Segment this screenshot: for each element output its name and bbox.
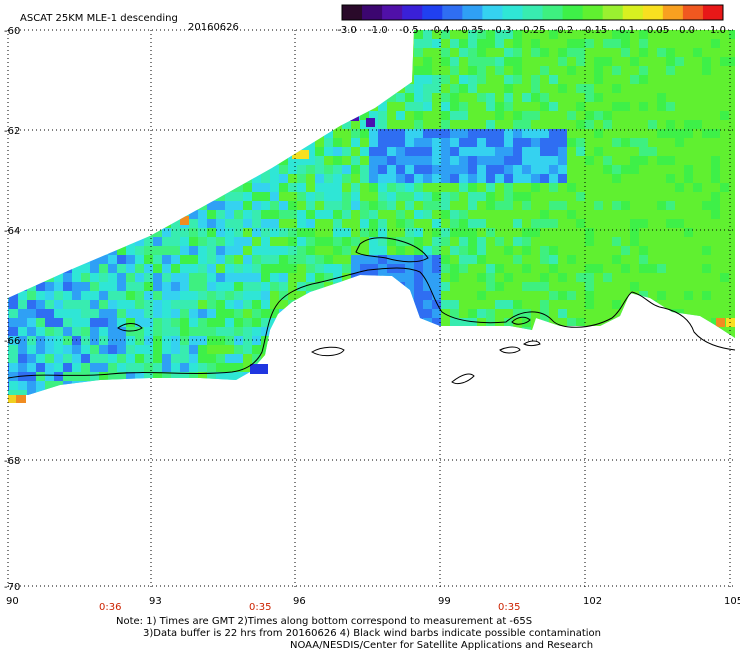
lon-tick-label: 99 (438, 596, 451, 607)
colorbar-swatch (662, 5, 684, 20)
colorbar-swatch (422, 5, 443, 20)
colorbar-tick-label: -0.2 (554, 25, 574, 36)
latitude-labels: -60 -62 -64 -66 -68 -70 (4, 26, 20, 593)
colorbar (341, 4, 724, 21)
colorbar-labels: -3.0 -1.0 -0.5 -0.4 -0.35 -0.3 -0.25 -0.2 -0.15-… (337, 25, 726, 36)
colorbar-swatch (462, 5, 483, 20)
lon-tick-label: 105 (724, 596, 740, 607)
lat-tick-label: -62 (4, 126, 20, 137)
colorbar-tick-label: -0.3 (492, 25, 512, 36)
colorbar-tick-label: -0.15 (581, 25, 607, 36)
product-date: 20160626 (188, 22, 239, 33)
colorbar-swatch (542, 5, 564, 20)
colorbar-tick-label: -0.05 (643, 25, 669, 36)
product-title: ASCAT 25KM MLE-1 descending (20, 13, 178, 24)
graticule (7, 29, 735, 590)
colorbar-swatch (502, 5, 523, 20)
colorbar-swatch (622, 5, 644, 20)
lat-tick-label: -64 (4, 226, 20, 237)
footer-note-2: 3)Data buffer is 22 hrs from 20160626 4)… (143, 628, 601, 639)
longitude-labels: 90 93 96 99 102 105 (6, 596, 740, 607)
colorbar-swatch (342, 5, 363, 20)
lat-tick-label: -60 (4, 26, 20, 37)
pass-time-label: 0:36 (99, 602, 121, 613)
swath-edge-pixel (16, 395, 26, 403)
lon-tick-label: 93 (149, 596, 162, 607)
footer-note-1: Note: 1) Times are GMT 2)Times along bot… (116, 616, 532, 627)
colorbar-swatch (402, 5, 423, 20)
colorbar-tick-label: -1.0 (368, 25, 388, 36)
colorbar-swatch (382, 5, 403, 20)
colorbar-tick-label: -0.4 (430, 25, 450, 36)
lon-tick-label: 96 (293, 596, 306, 607)
pass-time-label: 0:35 (249, 602, 271, 613)
colorbar-tick-label: -0.1 (615, 25, 635, 36)
colorbar-tick-label: -3.0 (337, 25, 357, 36)
lat-tick-label: -68 (4, 456, 20, 467)
colorbar-swatch (562, 5, 584, 20)
lon-tick-label: 90 (6, 596, 19, 607)
colorbar-swatch (522, 5, 544, 20)
colorbar-tick-label: 1.0 (710, 25, 726, 36)
colorbar-swatch (362, 5, 383, 20)
coastline (7, 237, 736, 385)
colorbar-swatch (682, 5, 704, 20)
colorbar-swatch (582, 5, 604, 20)
colorbar-tick-label: -0.35 (458, 25, 484, 36)
time-labels: 0:36 0:35 0:35 (99, 602, 520, 613)
colorbar-swatch (442, 5, 463, 20)
colorbar-swatch (482, 5, 503, 20)
colorbar-swatch (702, 5, 724, 20)
colorbar-swatch (642, 5, 664, 20)
colorbar-tick-label: -0.25 (520, 25, 546, 36)
swath-edge-pixel (250, 364, 268, 374)
lon-tick-label: 102 (583, 596, 602, 607)
colorbar-swatch (602, 5, 624, 20)
pass-time-label: 0:35 (498, 602, 520, 613)
colorbar-tick-label: 0.0 (679, 25, 695, 36)
lat-tick-label: -70 (4, 582, 20, 593)
swath-edge-pixel (8, 395, 16, 403)
colorbar-tick-label: -0.5 (399, 25, 419, 36)
lat-tick-label: -66 (4, 336, 20, 347)
footer-credit: NOAA/NESDIS/Center for Satellite Applica… (290, 640, 593, 650)
